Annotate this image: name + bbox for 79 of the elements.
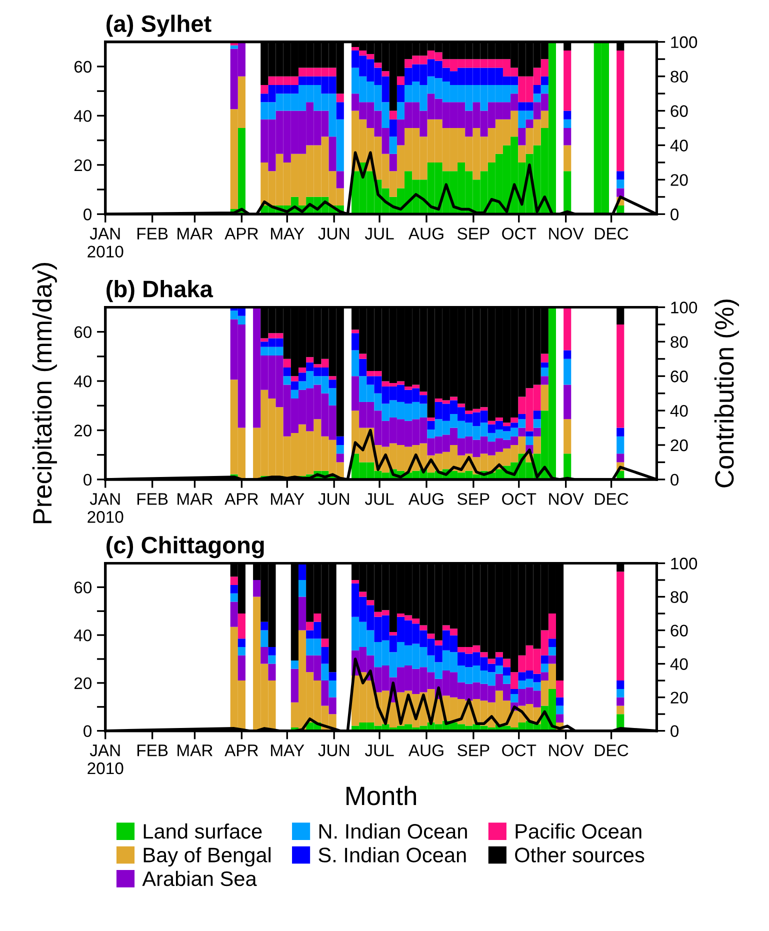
y2-tick-label: 40 bbox=[74, 629, 92, 642]
legend-label: Arabian Sea bbox=[142, 870, 257, 886]
legend-label: N. Indian Ocean bbox=[319, 823, 467, 839]
y-tick-label: 60 bbox=[670, 624, 688, 636]
x-tick-label: JAN 2010 bbox=[88, 744, 124, 774]
y2-tick-label: 20 bbox=[74, 424, 92, 436]
x-tick-label: SEP bbox=[458, 744, 490, 756]
y-tick-label: 40 bbox=[670, 658, 688, 670]
y-tick-label: 0 bbox=[670, 208, 679, 220]
x-tick-label: NOV bbox=[549, 744, 584, 756]
y-tick-label: 100 bbox=[671, 36, 698, 48]
x-tick-label: FEB bbox=[137, 228, 168, 240]
x-tick-label: JUN bbox=[318, 228, 349, 240]
legend-label: Other sources bbox=[515, 847, 644, 862]
y2-tick-label: 20 bbox=[74, 159, 92, 172]
x-tick-label: APR bbox=[224, 744, 258, 756]
x-tick-label: JUL bbox=[364, 228, 394, 240]
y2-axis-title: Precipitation (mm/day) bbox=[32, 262, 57, 524]
legend-label: Pacific Ocean bbox=[516, 823, 642, 839]
y-tick-label: 60 bbox=[670, 105, 688, 117]
x-tick-label: JAN 2010 bbox=[88, 493, 124, 523]
y-tick-label: 60 bbox=[670, 370, 688, 382]
chart-title: (b) Dhaka bbox=[106, 280, 214, 302]
x-tick-label: AUG bbox=[408, 744, 444, 756]
y-tick-label: 80 bbox=[670, 336, 688, 348]
y2-tick-label: 0 bbox=[84, 725, 92, 738]
x-tick-label: MAR bbox=[178, 228, 212, 240]
x-tick-label: OCT bbox=[502, 493, 536, 505]
x-tick-label: DEC bbox=[595, 744, 628, 756]
y-axis-title: Contribution (%) bbox=[714, 300, 739, 488]
x-axis-title: Month bbox=[346, 786, 416, 806]
x-tick-label: JUN bbox=[318, 744, 349, 756]
y2-tick-label: 40 bbox=[74, 110, 92, 122]
y2-tick-label: 0 bbox=[84, 474, 92, 486]
y-tick-label: 0 bbox=[670, 474, 679, 486]
legend-label: S. Indian Ocean bbox=[318, 847, 466, 862]
x-tick-label: MAY bbox=[271, 493, 304, 505]
x-tick-label: DEC bbox=[595, 493, 628, 505]
y2-tick-label: 20 bbox=[74, 677, 92, 690]
y-tick-label: 40 bbox=[670, 404, 688, 417]
y-tick-label: 80 bbox=[670, 70, 688, 83]
x-tick-label: NOV bbox=[549, 228, 584, 240]
x-tick-label: OCT bbox=[502, 228, 536, 240]
y-tick-label: 100 bbox=[671, 558, 698, 570]
x-tick-label: FEB bbox=[137, 493, 168, 505]
x-tick-label: DEC bbox=[595, 228, 628, 240]
x-tick-label: JUL bbox=[364, 744, 394, 756]
x-tick-label: SEP bbox=[458, 493, 490, 505]
y2-tick-label: 0 bbox=[84, 208, 92, 220]
x-tick-label: MAR bbox=[178, 744, 212, 756]
x-tick-label: OCT bbox=[502, 744, 536, 756]
x-tick-label: AUG bbox=[408, 228, 444, 240]
y2-tick-label: 60 bbox=[74, 582, 92, 594]
y2-tick-label: 60 bbox=[74, 60, 92, 73]
y2-tick-label: 60 bbox=[74, 326, 92, 338]
x-tick-label: APR bbox=[224, 228, 258, 240]
y-tick-label: 20 bbox=[670, 692, 688, 704]
x-tick-label: JUN bbox=[318, 493, 349, 505]
y-tick-label: 20 bbox=[670, 174, 688, 186]
y-tick-label: 0 bbox=[670, 725, 679, 738]
x-tick-label: MAR bbox=[178, 493, 212, 505]
y-tick-label: 100 bbox=[671, 302, 698, 314]
y-tick-label: 80 bbox=[670, 591, 688, 603]
y-tick-label: 40 bbox=[670, 140, 688, 152]
x-tick-label: AUG bbox=[408, 493, 444, 505]
x-tick-label: JAN 2010 bbox=[88, 228, 124, 258]
x-tick-label: FEB bbox=[137, 744, 168, 756]
y2-tick-label: 40 bbox=[74, 375, 92, 388]
x-tick-label: NOV bbox=[549, 493, 584, 505]
x-tick-label: APR bbox=[224, 493, 258, 505]
legend-label: Bay of Bengal bbox=[144, 847, 270, 867]
x-tick-label: JUL bbox=[364, 493, 394, 505]
x-tick-label: MAY bbox=[271, 744, 304, 756]
chart-title: (a) Sylhet bbox=[106, 14, 212, 37]
x-tick-label: SEP bbox=[458, 228, 490, 240]
legend-label: Land surface bbox=[144, 823, 262, 839]
y-tick-label: 20 bbox=[670, 439, 688, 452]
chart-title: (c) Chittagong bbox=[106, 536, 264, 558]
x-tick-label: MAY bbox=[271, 228, 304, 240]
